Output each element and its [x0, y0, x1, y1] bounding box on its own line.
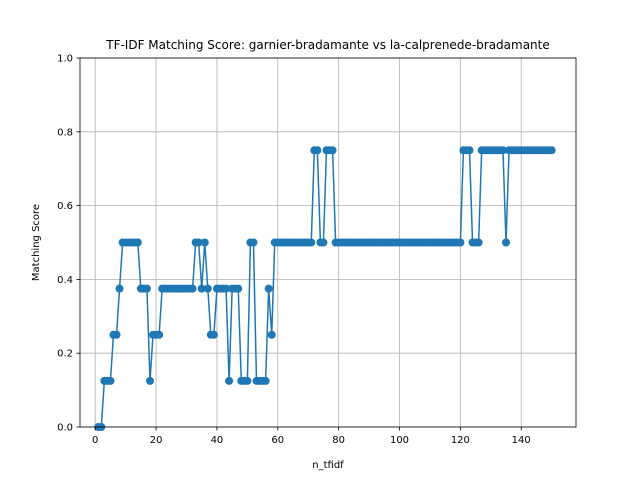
x-tick-label: 0: [92, 435, 98, 446]
data-point: [319, 238, 328, 247]
data-point: [234, 284, 243, 293]
data-point: [200, 238, 209, 247]
x-tick-label: 140: [512, 435, 531, 446]
data-point: [249, 238, 258, 247]
y-tick-label: 0.8: [57, 127, 73, 138]
data-point: [264, 284, 273, 293]
x-tick-label: 80: [332, 435, 345, 446]
data-point: [243, 376, 252, 385]
y-tick-label: 0.6: [57, 201, 73, 212]
data-point: [197, 284, 206, 293]
y-axis-ticks: 0.0 0.2 0.4 0.6 0.8 1.0: [57, 54, 80, 434]
x-tick-label: 60: [271, 435, 284, 446]
data-point: [155, 330, 164, 339]
data-point: [498, 146, 507, 155]
data-point: [115, 284, 124, 293]
data-point: [142, 284, 151, 293]
data-point: [145, 376, 154, 385]
data-point: [133, 238, 142, 247]
y-tick-label: 1.0: [57, 54, 73, 65]
data-point: [203, 284, 212, 293]
data-point: [194, 238, 203, 247]
data-point: [547, 146, 556, 155]
y-tick-label: 0.2: [57, 349, 73, 360]
data-point: [209, 330, 218, 339]
data-point: [502, 238, 511, 247]
y-tick-label: 0.4: [57, 275, 73, 286]
series-layer: [94, 146, 556, 431]
x-axis-ticks: 0 20 40 60 80 100 120 140: [92, 427, 531, 446]
data-point: [112, 330, 121, 339]
axes-frame: [79, 57, 577, 428]
data-point: [328, 146, 337, 155]
data-point: [225, 376, 234, 385]
y-tick-label: 0.0: [57, 423, 73, 434]
data-point: [261, 376, 270, 385]
data-point: [474, 238, 483, 247]
x-tick-label: 120: [451, 435, 470, 446]
data-point: [313, 146, 322, 155]
x-tick-label: 40: [211, 435, 224, 446]
x-tick-label: 20: [150, 435, 163, 446]
data-point: [307, 238, 316, 247]
data-point: [106, 376, 115, 385]
data-point: [267, 330, 276, 339]
y-axis-label: Matching Score: [31, 204, 42, 281]
chart-title: TF-IDF Matching Score: garnier-bradamant…: [105, 38, 550, 52]
data-point: [456, 238, 465, 247]
data-point: [222, 284, 231, 293]
x-axis-label: n_tfidf: [312, 460, 344, 471]
plot-area: [80, 58, 576, 427]
x-tick-label: 100: [390, 435, 409, 446]
data-point: [188, 284, 197, 293]
data-point: [465, 146, 474, 155]
